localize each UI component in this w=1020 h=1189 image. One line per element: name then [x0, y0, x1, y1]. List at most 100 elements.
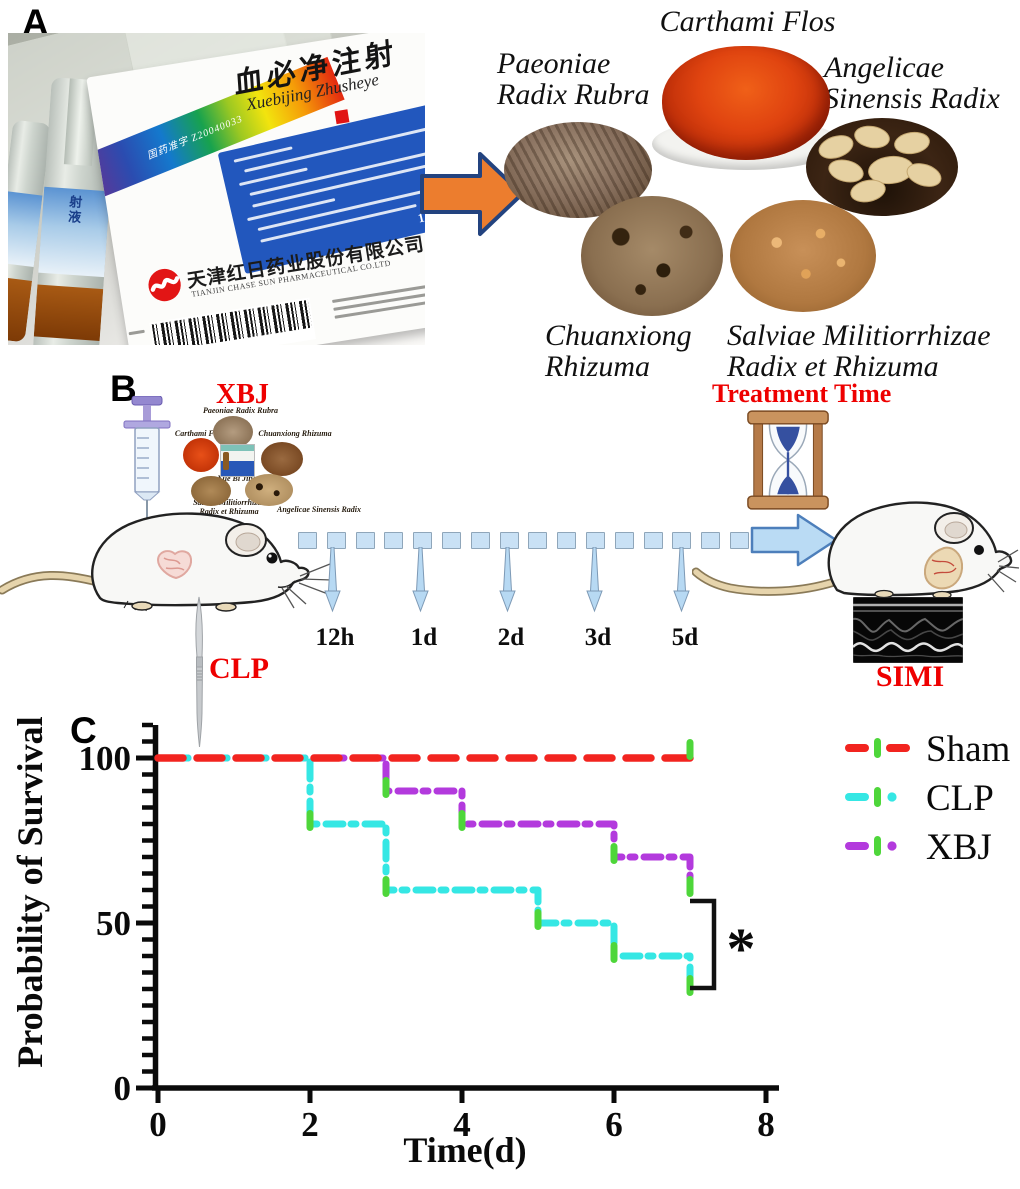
herb-label-paeoniae: Paeoniae Radix Rubra — [497, 47, 650, 111]
mini-label-carthami: Carthami Flos — [174, 429, 224, 438]
timeline-square — [326, 532, 346, 549]
panel-c-label: C — [70, 710, 97, 751]
step-marker — [610, 942, 618, 963]
timepoint-label-3d: 3d — [584, 624, 612, 651]
timeline-big-arrow-icon — [750, 513, 838, 567]
heart-sketch — [156, 550, 193, 580]
legend-label-xbj: XBJ — [926, 827, 992, 868]
ampoule-label-text: 射液 — [65, 194, 83, 226]
mini-xuebijing-image — [220, 444, 255, 477]
step-marker — [686, 876, 694, 897]
chart-axes: 0 50 100 0 2 4 6 8 — [79, 722, 779, 1144]
step-marker — [686, 975, 694, 996]
clp-label: CLP — [209, 652, 269, 685]
mini-carthami-image — [183, 438, 219, 472]
mini-label-angelicae: Angelicae Sinensis Radix — [276, 505, 361, 514]
survival-chart: 0 50 100 0 2 4 6 8 Sham CLP XBJ Time(d) Probabili… — [10, 716, 1011, 1170]
step-marker — [610, 843, 618, 864]
treatment-time-label: Treatment Time — [712, 379, 892, 408]
significance-star: * — [727, 916, 756, 981]
legend-dash-xbj — [845, 842, 869, 850]
mini-chuanxiong-image — [261, 442, 303, 476]
legend-dash-clp — [845, 793, 869, 801]
timeline-square — [528, 532, 548, 549]
timepoint-arrow-icon — [673, 547, 690, 613]
timepoint-label-2d: 2d — [497, 624, 525, 651]
herb-label-angelicae: Angelicae Sinensis Radix — [824, 51, 1000, 115]
legend-step-marker — [874, 738, 881, 758]
timepoint-arrow-icon — [499, 547, 516, 613]
curve-clp — [154, 754, 694, 993]
syringe-icon — [123, 396, 171, 522]
herb-label-chuanxiong: Chuanxiong Rhizuma — [545, 319, 692, 383]
legend-step-marker — [874, 787, 881, 807]
y-axis-title: Probability of Survival — [10, 716, 50, 1067]
ampoule-label-band: 射液 — [38, 186, 111, 278]
legend-label-clp: CLP — [926, 778, 994, 819]
echocardiogram-image — [853, 597, 963, 663]
scalpel-icon — [195, 596, 204, 748]
heart-sketch — [923, 546, 964, 590]
mouse-clp-illustration — [0, 512, 333, 612]
legend-dot-clp — [887, 792, 897, 802]
xbj-product-photo: 射液 国药准字 Z20040033 血必净注射 Xuebijing Zhushe… — [8, 33, 425, 345]
xbj-ingredients-composite: Paeoniae Radix Rubra Carthami Flos Chuan… — [175, 406, 398, 530]
barcode — [149, 297, 316, 345]
timeline-square — [701, 532, 721, 549]
company-logo-icon — [148, 268, 181, 302]
red-square-mark — [334, 109, 350, 125]
timepoint-arrow-icon — [324, 547, 341, 613]
step-marker — [534, 909, 542, 930]
y-tick-label: 0 — [114, 1069, 132, 1108]
legend-dot-xbj — [887, 841, 897, 851]
mini-label-paeoniae: Paeoniae Radix Rubra — [202, 406, 279, 415]
mini-angelicae-image — [245, 474, 293, 506]
significance-bracket — [690, 898, 717, 991]
timeline-square — [730, 532, 749, 549]
mini-label-chuanxiong: Chuanxiong Rhizuma — [258, 429, 332, 438]
x-tick-label: 2 — [301, 1105, 319, 1144]
timepoint-label-5d: 5d — [671, 624, 699, 651]
ampoule-liquid — [33, 284, 104, 342]
curve-xbj — [154, 754, 694, 894]
timeline-square — [442, 532, 461, 549]
simi-label: SIMI — [875, 660, 945, 693]
hourglass-icon — [747, 410, 829, 510]
right-arrow-icon — [420, 152, 524, 236]
ampoule-label-band — [8, 190, 43, 268]
mini-salviae-image — [191, 476, 231, 506]
timeline-square — [384, 532, 404, 549]
timeline-square — [643, 532, 663, 549]
mini-label-salviae: Salviae Militiorrhizae Radix et Rhizuma — [193, 498, 265, 516]
chart-curves — [154, 754, 694, 993]
chart-legend: Sham CLP XBJ — [845, 729, 1011, 868]
timeline-square — [413, 532, 433, 549]
timepoint-label-1d: 1d — [410, 624, 438, 651]
mini-label-center: Xue Bi Jing — [217, 474, 257, 483]
legend-step-marker — [874, 836, 881, 856]
legend-dash-sham — [845, 744, 869, 752]
medicine-box: 国药准字 Z20040033 血必净注射 Xuebijing Zhusheye … — [86, 33, 425, 345]
angelicae-plate — [806, 118, 958, 216]
legend-dash2-sham — [886, 744, 910, 752]
mini-paeoniae-image — [213, 416, 253, 448]
ampoule-liquid — [8, 276, 33, 343]
step-marker — [382, 876, 390, 897]
carthami-flos-image — [662, 46, 830, 160]
x-tick-label: 8 — [757, 1105, 775, 1144]
herb-label-salviae: Salviae Militiorrhizae Radix et Rhizuma — [727, 319, 991, 383]
x-axis-title: Time(d) — [403, 1130, 526, 1170]
step-marker — [458, 810, 466, 831]
y-tick-label: 50 — [96, 904, 131, 943]
step-marker — [686, 739, 694, 760]
chart-step-markers — [306, 739, 694, 996]
chuanxiong-rhizoma-image — [581, 196, 723, 316]
timepoint-label-12h: 12h — [315, 624, 355, 651]
timepoint-arrow-icon — [412, 547, 429, 613]
y-tick-label: 100 — [79, 739, 132, 778]
step-marker — [306, 810, 314, 831]
timeline-square — [470, 532, 490, 549]
mouse-simi-illustration — [692, 501, 1020, 600]
x-tick-label: 4 — [453, 1105, 471, 1144]
legend-label-sham: Sham — [926, 729, 1011, 770]
